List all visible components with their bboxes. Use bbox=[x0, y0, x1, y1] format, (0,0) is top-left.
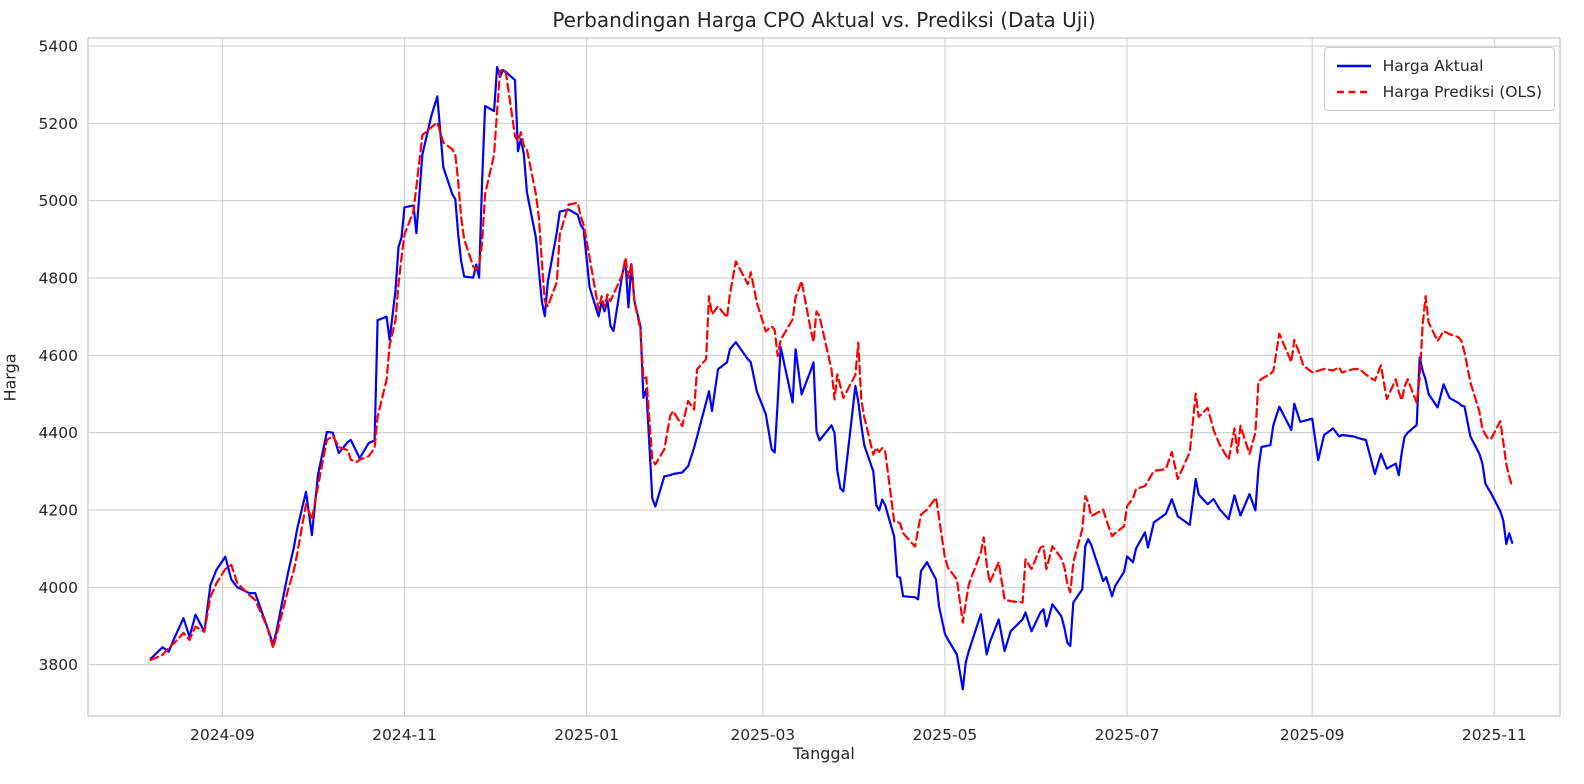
legend-entry-aktual: Harga Aktual bbox=[1335, 57, 1542, 75]
legend-label-aktual: Harga Aktual bbox=[1382, 57, 1484, 75]
x-tick-label: 2025-07 bbox=[1095, 726, 1160, 744]
y-tick-label: 3800 bbox=[39, 656, 78, 674]
x-tick-label: 2025-01 bbox=[554, 726, 619, 744]
series-line-prediksi bbox=[149, 68, 1514, 662]
plot-border bbox=[87, 37, 1561, 717]
legend-swatch-solid-line bbox=[1336, 64, 1371, 68]
y-tick-label: 4800 bbox=[39, 270, 78, 288]
legend-label-prediksi: Harga Prediksi (OLS) bbox=[1382, 83, 1542, 101]
chart-title: Perbandingan Harga CPO Aktual vs. Predik… bbox=[552, 8, 1096, 32]
y-tick-label: 4000 bbox=[39, 579, 78, 597]
y-tick-label: 4400 bbox=[39, 424, 78, 442]
x-tick-label: 2024-09 bbox=[190, 726, 255, 744]
x-tick-label: 2024-11 bbox=[372, 726, 437, 744]
y-tick-label: 5000 bbox=[39, 192, 78, 210]
y-tick-label: 4200 bbox=[39, 501, 78, 519]
x-tick-label: 2025-09 bbox=[1280, 726, 1345, 744]
y-tick-label: 4600 bbox=[39, 347, 78, 365]
series-line-aktual bbox=[149, 65, 1514, 691]
legend-swatch-dashed-line bbox=[1336, 90, 1371, 94]
y-axis-label: Harga bbox=[0, 353, 20, 402]
y-tick-label: 5400 bbox=[39, 38, 78, 56]
x-tick-label: 2025-03 bbox=[730, 726, 795, 744]
legend: Harga Aktual Harga Prediksi (OLS) bbox=[1323, 47, 1555, 111]
x-tick-label: 2025-11 bbox=[1462, 726, 1527, 744]
y-tick-label: 5200 bbox=[39, 115, 78, 133]
x-tick-label: 2025-05 bbox=[913, 726, 978, 744]
legend-entry-prediksi: Harga Prediksi (OLS) bbox=[1335, 83, 1542, 101]
x-axis-label: Tanggal bbox=[793, 744, 855, 763]
